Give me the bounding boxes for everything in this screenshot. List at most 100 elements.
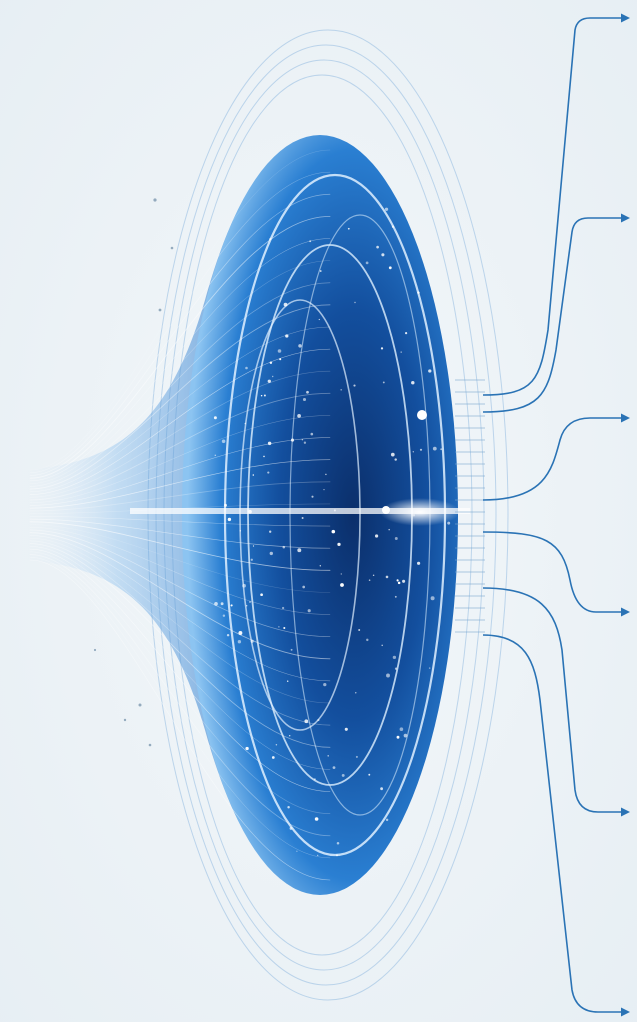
sparkle-particle xyxy=(368,579,371,582)
fiber-line xyxy=(29,392,331,501)
sparkle-particle xyxy=(382,381,385,384)
sparkle-particle xyxy=(411,380,415,385)
outer-halo-rings xyxy=(147,29,509,1001)
sparkle-particle xyxy=(260,394,263,397)
sparkle-particle xyxy=(384,207,389,211)
fiber-line xyxy=(29,282,331,487)
sparkle-particle xyxy=(281,606,285,610)
sparkle-particle xyxy=(283,626,286,630)
sparkle-particle xyxy=(336,854,338,857)
fiber-lines xyxy=(29,149,331,881)
sparkle-particle xyxy=(314,817,319,821)
sparkle-particle xyxy=(278,626,280,628)
sparkle-particle xyxy=(394,595,397,598)
sparkle-particle xyxy=(245,746,249,751)
sparkle-particle xyxy=(267,379,271,383)
sparkle-particle xyxy=(238,631,243,635)
sparkle-particle xyxy=(432,446,437,451)
sparkle-particle xyxy=(430,596,435,601)
sparkle-particle xyxy=(353,384,356,387)
sparkle-particle xyxy=(297,548,302,553)
sparkle-particle xyxy=(309,240,312,243)
fiber-line xyxy=(29,554,331,837)
sparkle-particle xyxy=(245,366,248,370)
sparkle-particle xyxy=(317,854,319,857)
sparkle-particle xyxy=(380,347,384,350)
sparkle-particle xyxy=(250,639,254,643)
sparkle-particle xyxy=(372,574,375,577)
sparkle-particle xyxy=(331,529,336,534)
dust-dots xyxy=(93,198,174,747)
connector-2 xyxy=(482,213,630,413)
sparkle-particle xyxy=(263,394,266,397)
sparkle-particle xyxy=(290,648,293,651)
sparkle-particle xyxy=(306,390,309,394)
sparkle-particle xyxy=(288,734,291,737)
sparkle-particle xyxy=(388,266,392,270)
sparkle-particle xyxy=(310,432,314,436)
sparkle-particle xyxy=(263,455,265,458)
sparkle-particle xyxy=(269,361,273,364)
sparkle-particle xyxy=(237,640,242,644)
sparkle-particle xyxy=(386,673,390,678)
sparkle-particle xyxy=(376,245,379,249)
fiber-line xyxy=(29,524,331,593)
sparkle-particle xyxy=(336,842,340,845)
sparkle-particle xyxy=(301,517,304,519)
sparkle-particle xyxy=(302,585,306,589)
sparkle-particle xyxy=(337,542,341,547)
sparkle-particle xyxy=(275,744,278,746)
fiber-line xyxy=(29,348,331,495)
fiber-line xyxy=(29,537,331,704)
sparkle-particle xyxy=(214,602,218,606)
fiber-line xyxy=(29,171,331,474)
sparkle-particle xyxy=(246,605,248,607)
fiber-line xyxy=(29,526,331,615)
fiber-line xyxy=(29,546,331,770)
fiber-line xyxy=(29,551,331,814)
sparkle-particle xyxy=(375,534,379,538)
sparkle-particle xyxy=(355,755,358,758)
sparkle-particle xyxy=(385,818,389,822)
sparkle-particle xyxy=(394,537,398,540)
sparkle-particle xyxy=(394,667,398,670)
sparkle-particle xyxy=(271,756,275,759)
sparkle-particle xyxy=(302,397,307,402)
sparkle-particle xyxy=(344,727,348,731)
sparkle-particle xyxy=(314,778,316,780)
sparkle-particle xyxy=(250,558,253,561)
fiber-line xyxy=(29,304,331,490)
sparkle-particle xyxy=(412,451,414,453)
sparkle-particle xyxy=(405,332,408,335)
sparkle-particle xyxy=(269,530,272,533)
sparkle-particle xyxy=(297,414,301,418)
sparkle-particle xyxy=(303,441,307,444)
sparkle-particle xyxy=(279,358,282,361)
sparkle-particle xyxy=(366,638,369,642)
sparkle-particle xyxy=(277,349,282,353)
sparkle-particle xyxy=(358,629,361,631)
sparkle-particle xyxy=(319,565,321,567)
sparkle-particle xyxy=(388,528,390,531)
sparkle-particle xyxy=(227,517,232,522)
fiber-line xyxy=(29,481,331,512)
sparkle-particle xyxy=(392,655,397,660)
sparkle-particle xyxy=(385,575,389,579)
sparkle-particle xyxy=(226,633,230,637)
sparkle-particle xyxy=(396,579,399,582)
sparkle-particle xyxy=(381,644,383,647)
sparkle-particle xyxy=(252,474,255,476)
connector-4 xyxy=(482,531,630,617)
sparkle-particle xyxy=(447,521,451,525)
sparkle-particle xyxy=(318,318,320,321)
sparkle-particle xyxy=(239,530,242,532)
sparkle-particle xyxy=(224,503,227,507)
sparkle-particle xyxy=(327,755,329,757)
sparkle-particle xyxy=(220,602,224,606)
sparkle-particle xyxy=(390,452,395,457)
connector-1 xyxy=(482,13,630,396)
fiber-line xyxy=(29,557,331,859)
bright-star xyxy=(382,506,390,514)
sparkle-particle xyxy=(340,573,343,575)
sparkle-particle xyxy=(307,609,311,613)
